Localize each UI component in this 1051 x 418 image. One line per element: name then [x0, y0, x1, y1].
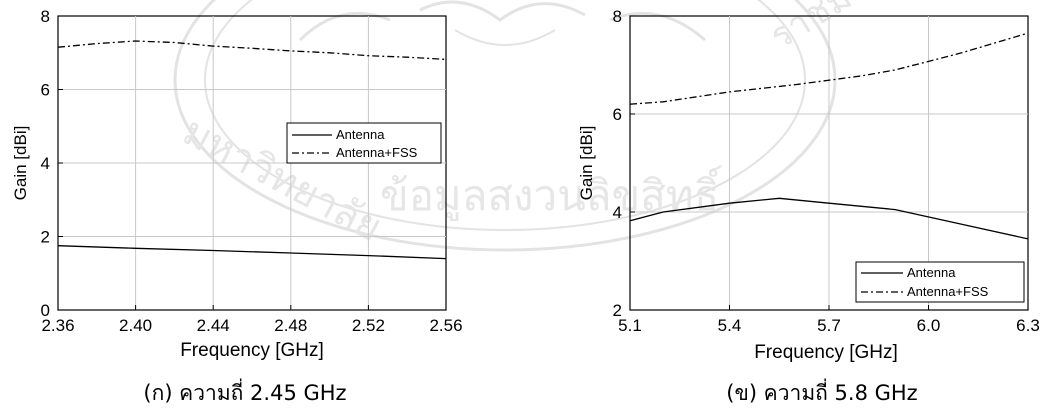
y-tick-label: 8 [41, 7, 50, 26]
x-tick-label: 6.0 [917, 316, 941, 335]
legend-box [286, 122, 442, 164]
y-tick-label: 4 [613, 203, 622, 222]
x-tick-label: 2.56 [429, 316, 462, 335]
x-tick-label: 6.3 [1016, 316, 1040, 335]
plot-area: 5.1 5.4 5.7 6.0 6.3 2 4 6 8 [613, 7, 1040, 335]
svg-text:ราชมงคล: ราชมงคล [763, 0, 913, 58]
y-tick-label: 0 [41, 301, 50, 320]
x-tick-label: 5.4 [718, 316, 742, 335]
figure-caption: (ข) ความถี่ 5.8 GHz [726, 378, 917, 405]
y-tick-label: 6 [613, 105, 622, 124]
series-lines [629, 32, 1029, 240]
series-lines [57, 40, 447, 260]
legend-box [855, 261, 1025, 303]
y-tick-label: 4 [41, 154, 50, 173]
x-tick-label: 2.52 [352, 316, 385, 335]
x-tick-label: 5.7 [817, 316, 841, 335]
legend-label-antenna-fss: Antenna+FSS [907, 284, 989, 299]
watermark-seal: มหาวิทยาลัย ราชมงคล ข้อมูลสงวนลิขสิทธิ์ [173, 0, 913, 252]
legend: Antenna Antenna+FSS [286, 122, 442, 164]
legend: Antenna Antenna+FSS [855, 261, 1025, 303]
gridlines [629, 15, 1029, 311]
y-tick-labels: 2 4 6 8 [613, 7, 622, 320]
legend-label-antenna-fss: Antenna+FSS [336, 145, 418, 160]
y-tick-label: 6 [41, 81, 50, 100]
y-tick-label: 2 [613, 301, 622, 320]
legend-label-antenna: Antenna [336, 127, 385, 142]
y-tick-label: 8 [613, 7, 622, 26]
figure-caption: (ก) ความถี่ 2.45 GHz [143, 378, 346, 405]
series-line-antenna-fss [629, 32, 1029, 105]
x-tick-label: 2.44 [197, 316, 230, 335]
y-tick-label: 2 [41, 228, 50, 247]
svg-text:ข้อมูลสงวนลิขสิทธิ์: ข้อมูลสงวนลิขสิทธิ์ [380, 165, 723, 221]
series-line-antenna [57, 245, 447, 260]
x-axis-label: Frequency [GHz] [754, 342, 898, 363]
series-line-antenna-fss [57, 40, 447, 61]
x-tick-label: 2.36 [41, 316, 74, 335]
y-tick-labels: 0 2 4 6 8 [41, 7, 50, 320]
x-tick-label: 2.48 [274, 316, 307, 335]
x-tick-labels: 5.1 5.4 5.7 6.0 6.3 [618, 316, 1040, 335]
legend-label-antenna: Antenna [907, 265, 956, 280]
y-axis-label: Gain [dBi] [577, 126, 596, 201]
y-axis-label: Gain [dBi] [11, 126, 30, 201]
x-axis-label: Frequency [GHz] [180, 340, 324, 361]
chart-2.45ghz: 2.36 2.40 2.44 2.48 2.52 2.56 0 2 4 6 8 Frequency… [11, 7, 463, 405]
chart-5.8ghz: 5.1 5.4 5.7 6.0 6.3 2 4 6 8 Frequency [GHz] Gai… [577, 7, 1040, 405]
series-line-antenna [629, 197, 1029, 240]
x-tick-labels: 2.36 2.40 2.44 2.48 2.52 2.56 [41, 316, 462, 335]
x-tick-label: 5.1 [618, 316, 642, 335]
x-tick-label: 2.40 [119, 316, 152, 335]
